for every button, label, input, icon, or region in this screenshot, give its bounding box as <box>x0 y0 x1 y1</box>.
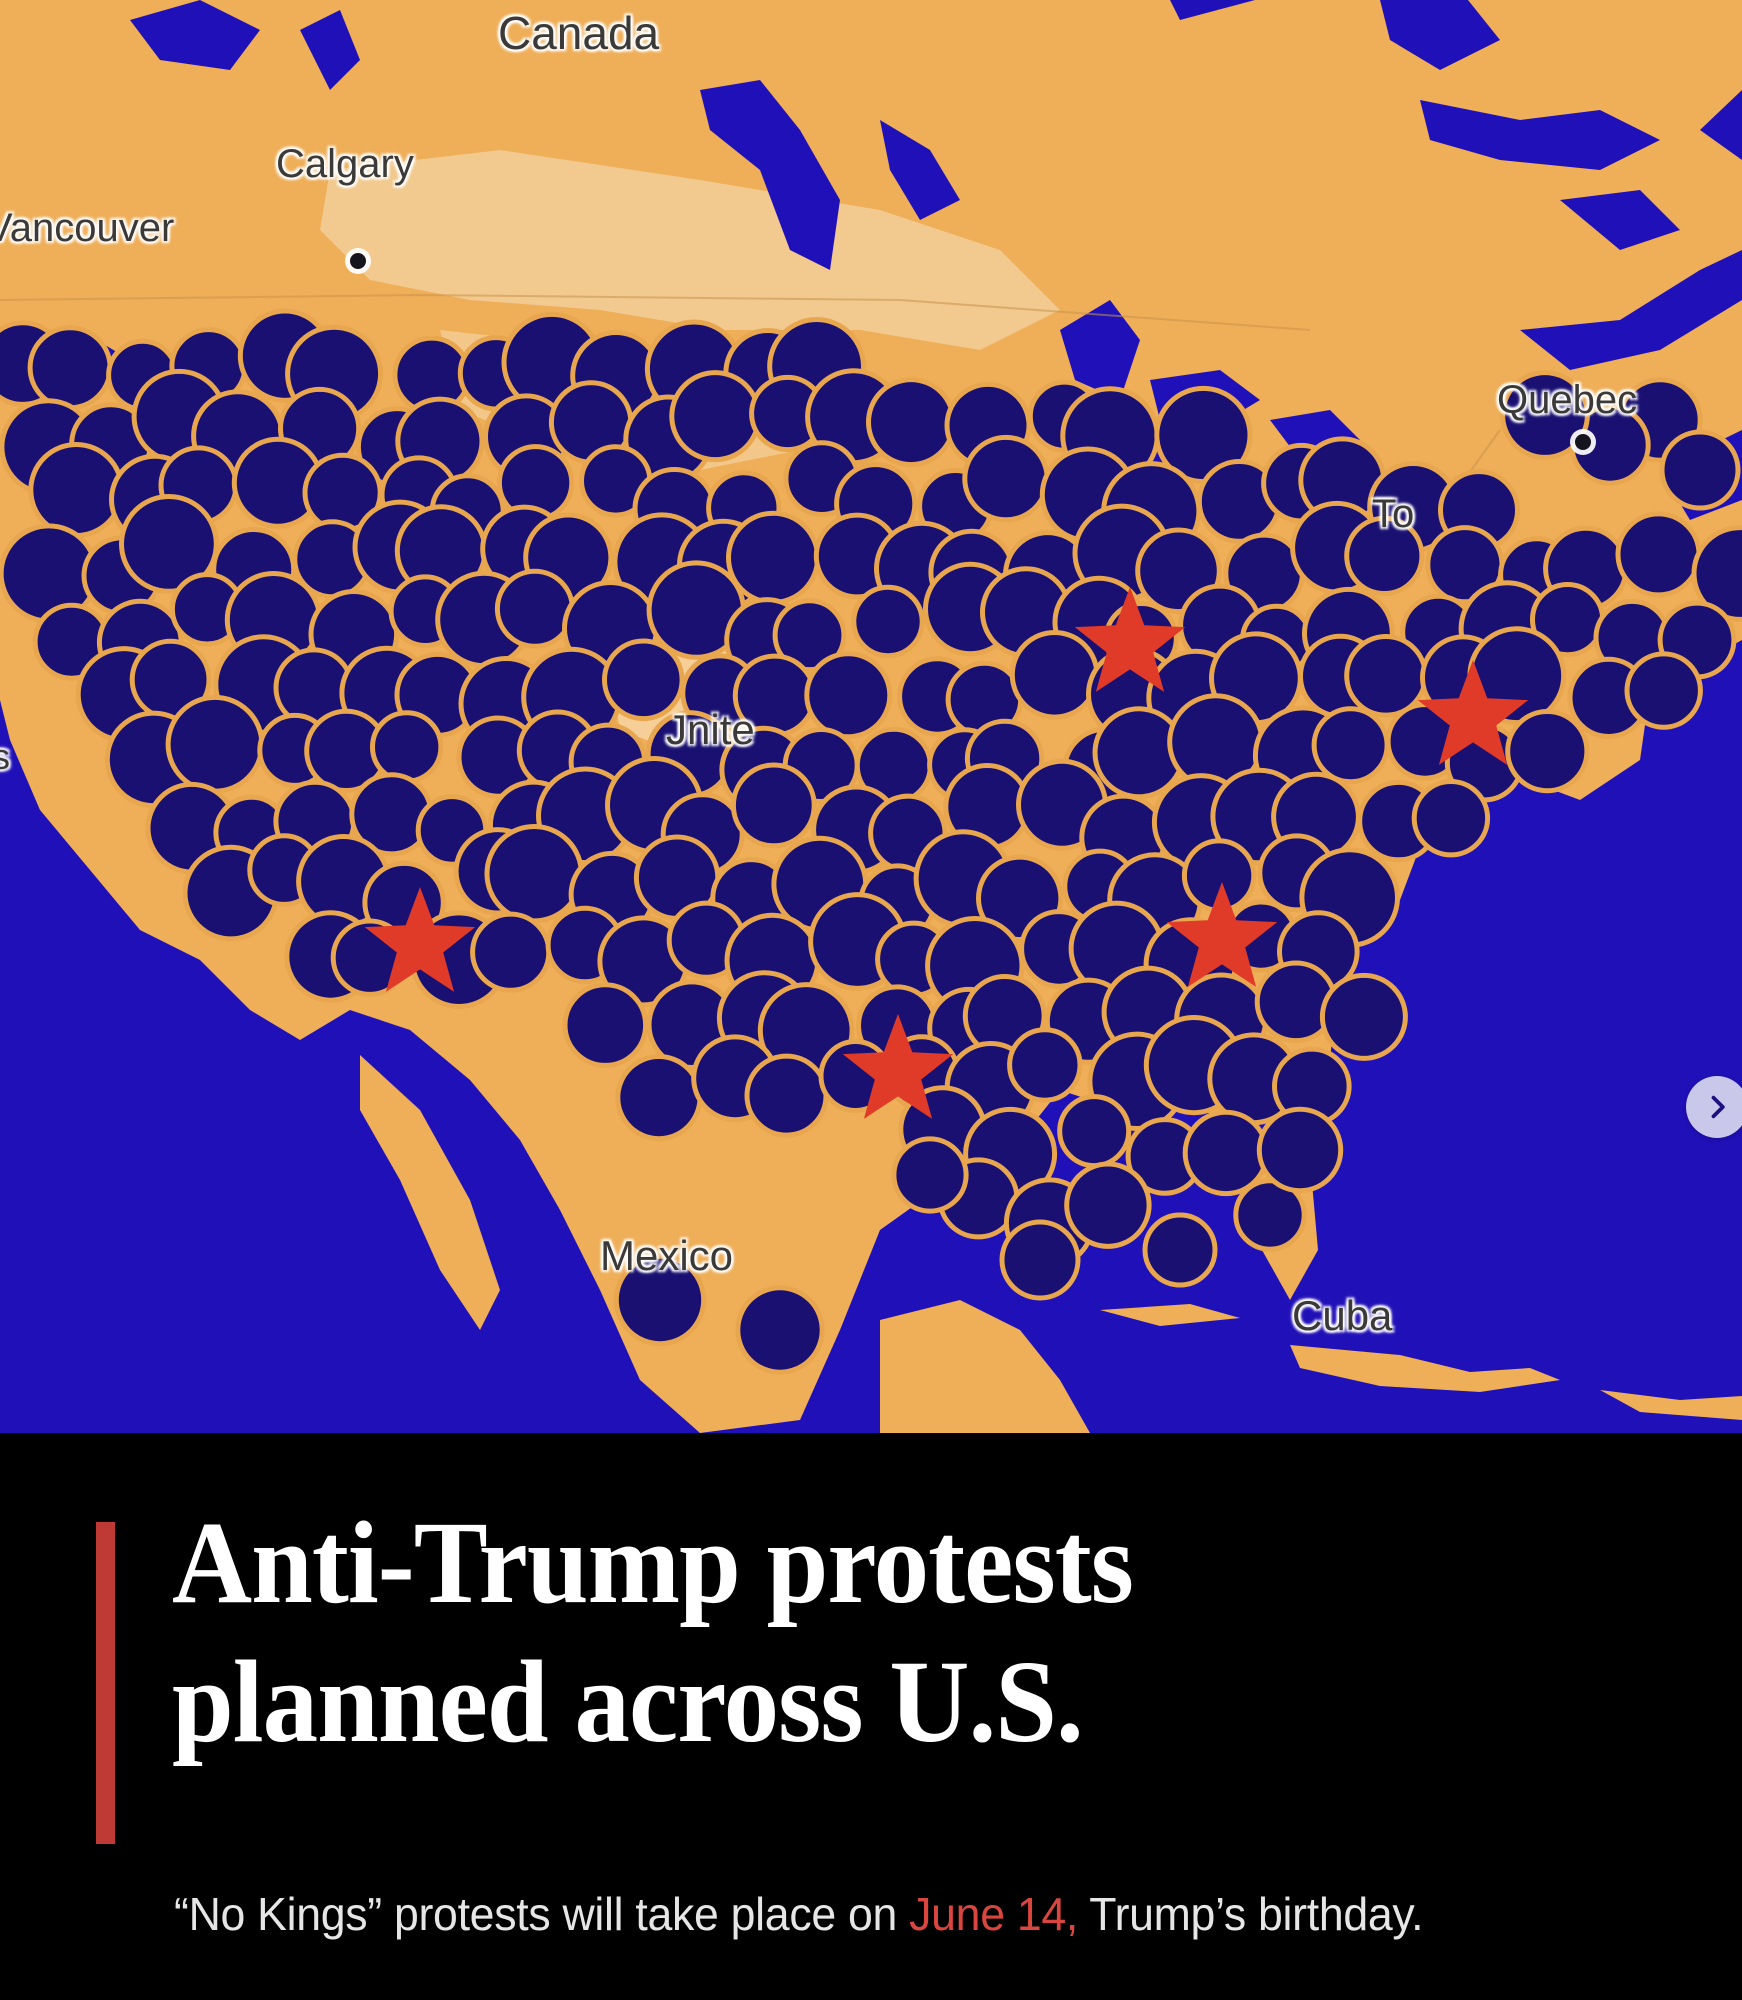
caption-highlight-date: June 14, <box>909 1888 1078 1940</box>
chevron-right-icon <box>1703 1093 1731 1121</box>
map-canvas <box>0 0 1742 1433</box>
caption-text-before: “No Kings” protests will take place on <box>174 1888 910 1940</box>
protest-map[interactable]: Canada Calgary Vancouver Quebec To Jnite… <box>0 0 1742 1433</box>
story-caption: “No Kings” protests will take place on J… <box>174 1885 1687 1944</box>
caption-text-after: Trump’s birthday. <box>1077 1888 1424 1940</box>
carousel-next-button[interactable] <box>1686 1076 1742 1138</box>
page-title: Anti-Trump protests planned across U.S. <box>172 1497 1134 1768</box>
accent-bar <box>96 1522 115 1844</box>
story-text-block: Anti-Trump protests planned across U.S. … <box>0 1433 1742 2000</box>
